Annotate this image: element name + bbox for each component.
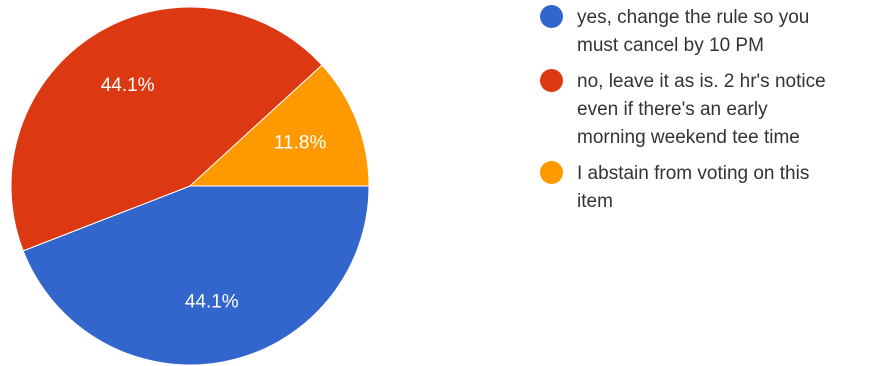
legend-label-no: no, leave it as is. 2 hr's notice even i… [577,71,826,148]
legend: yes, change the rule so you must cancel … [540,4,895,224]
pie-label-yes: 44.1% [185,292,239,313]
pie-chart: 44.1% 44.1% 11.8% [10,6,370,366]
pie-label-abstain: 11.8% [274,133,327,154]
pie-slice-yes[interactable] [22,185,370,366]
legend-label-abstain: I abstain from voting on this item [577,163,810,212]
legend-item-abstain[interactable]: I abstain from voting on this item [540,160,895,216]
legend-swatch-yes [540,5,563,28]
pie-label-no: 44.1% [101,75,155,96]
legend-label-yes: yes, change the rule so you must cancel … [577,7,810,56]
legend-item-yes[interactable]: yes, change the rule so you must cancel … [540,4,895,60]
pie-slice-no[interactable] [10,6,323,252]
legend-swatch-no [540,69,563,92]
legend-swatch-abstain [540,161,563,184]
legend-item-no[interactable]: no, leave it as is. 2 hr's notice even i… [540,68,895,152]
pie-slice-abstain[interactable] [188,64,370,187]
